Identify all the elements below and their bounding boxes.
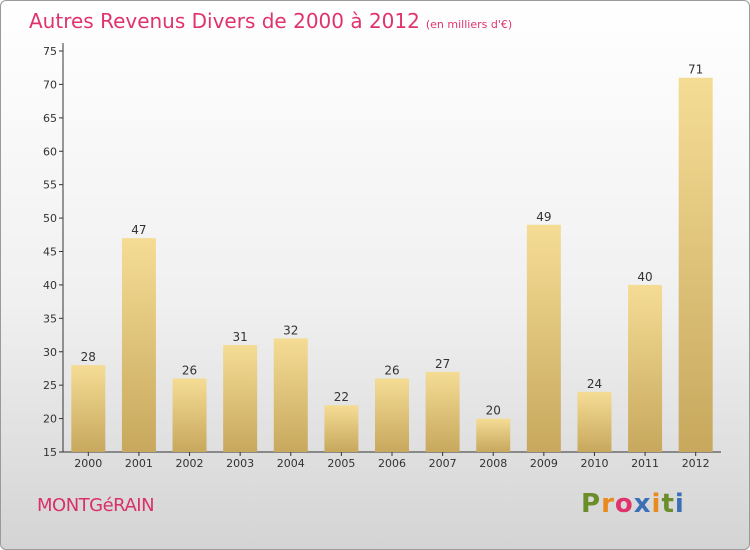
y-tick-label: 60 <box>43 145 57 158</box>
bar <box>476 418 511 452</box>
logo-letter: i <box>674 489 685 519</box>
logo-letter: P <box>581 489 602 519</box>
y-tick-label: 25 <box>43 379 57 392</box>
y-tick-label: 35 <box>43 312 57 325</box>
chart-labels: 2000 28 2001 47 2002 26 2003 31 2004 32 2005 22 2006… <box>74 63 709 470</box>
bar <box>273 338 308 452</box>
logo-letter: x <box>633 489 652 519</box>
bar <box>375 378 409 452</box>
x-tick-label: 2003 <box>226 457 254 470</box>
y-tick-label: 75 <box>43 45 57 58</box>
y-tick-label: 30 <box>43 346 57 359</box>
data-label: 47 <box>131 223 146 237</box>
bar <box>172 378 207 452</box>
bar <box>678 77 713 452</box>
logo-letter: i <box>651 489 662 519</box>
data-label: 31 <box>233 330 248 344</box>
data-label: 49 <box>536 210 551 224</box>
data-label: 20 <box>486 404 501 418</box>
bar <box>324 405 359 452</box>
y-tick-label: 40 <box>43 279 57 292</box>
logo-letter: t <box>661 489 675 519</box>
y-tick-label: 50 <box>43 212 57 225</box>
data-label: 22 <box>334 390 349 404</box>
y-tick-label: 55 <box>43 179 57 192</box>
commune-name: MONTGéRAIN <box>37 495 155 516</box>
data-label: 28 <box>81 350 96 364</box>
x-tick-label: 2005 <box>327 457 355 470</box>
bar <box>223 345 258 452</box>
x-tick-label: 2001 <box>125 457 153 470</box>
bar <box>526 224 561 452</box>
bar <box>71 365 106 452</box>
x-tick-label: 2006 <box>378 457 406 470</box>
data-label: 32 <box>283 323 298 337</box>
x-tick-label: 2008 <box>479 457 507 470</box>
y-tick-label: 20 <box>43 413 57 426</box>
x-tick-label: 2010 <box>580 457 608 470</box>
x-tick-label: 2007 <box>429 457 457 470</box>
data-label: 24 <box>587 377 602 391</box>
bar <box>577 391 612 452</box>
x-tick-label: 2009 <box>530 457 558 470</box>
chart-bars <box>71 77 713 452</box>
chart-axes: 15 20 25 30 35 40 45 50 55 60 65 70 75 <box>43 43 721 459</box>
x-tick-label: 2000 <box>74 457 102 470</box>
bar <box>121 238 156 452</box>
data-label: 26 <box>384 363 399 377</box>
y-tick-label: 45 <box>43 246 57 259</box>
data-label: 26 <box>182 363 197 377</box>
proxiti-logo: Proxiti <box>581 489 685 519</box>
bar <box>425 371 460 452</box>
y-tick-label: 15 <box>43 446 57 459</box>
y-tick-label: 65 <box>43 112 57 125</box>
bar <box>628 284 663 452</box>
chart-unit: (en milliers d'€) <box>425 18 513 31</box>
logo-letter: r <box>601 489 615 519</box>
data-label: 40 <box>637 270 652 284</box>
chart-title: Autres Revenus Divers de 2000 à 2012 (en … <box>29 9 512 33</box>
x-tick-label: 2012 <box>682 457 710 470</box>
x-tick-label: 2004 <box>277 457 305 470</box>
x-tick-label: 2002 <box>176 457 204 470</box>
data-label: 71 <box>688 63 703 77</box>
data-label: 27 <box>435 357 450 371</box>
chart-title-text: Autres Revenus Divers de 2000 à 2012 <box>29 9 420 33</box>
x-tick-label: 2011 <box>631 457 659 470</box>
y-tick-label: 70 <box>43 78 57 91</box>
logo-letter: o <box>614 489 634 519</box>
